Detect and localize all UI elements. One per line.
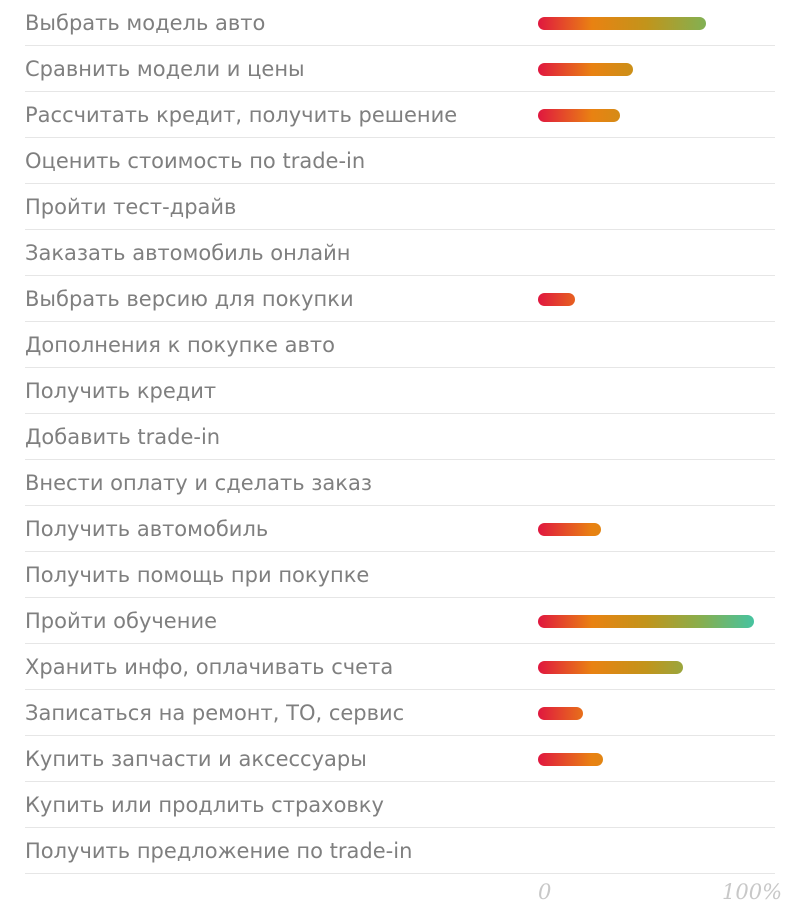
category-label: Рассчитать кредит, получить решение [25,103,458,127]
category-label: Пройти обучение [25,609,218,633]
category-label: Выбрать версию для покупки [25,287,354,311]
bar [538,706,584,720]
chart-row: Рассчитать кредит, получить решение [0,92,800,138]
row-divider [25,643,775,644]
category-label: Получить автомобиль [25,517,269,541]
row-divider [25,137,775,138]
row-divider [25,551,775,552]
bar [538,108,621,122]
row-divider [25,689,775,690]
chart-row: Пройти тест-драйв [0,184,800,230]
chart-row: Внести оплату и сделать заказ [0,460,800,506]
category-label: Выбрать модель авто [25,11,266,35]
x-tick-label-max: 100% [722,880,783,904]
chart-row: Дополнения к покупке авто [0,322,800,368]
row-divider [25,597,775,598]
bar [538,752,603,766]
category-label: Получить кредит [25,379,217,403]
category-label: Купить запчасти и аксессуары [25,747,367,771]
bar [538,62,634,76]
chart-row: Купить запчасти и аксессуары [0,736,800,782]
row-divider [25,229,775,230]
chart-row: Оценить стоимость по trade-in [0,138,800,184]
category-label: Получить предложение по trade-in [25,839,413,863]
row-divider [25,275,775,276]
chart-row: Выбрать модель авто [0,0,800,46]
bar [538,660,683,674]
category-label: Внести оплату и сделать заказ [25,471,373,495]
bar [538,522,601,536]
row-divider [25,367,775,368]
category-label: Заказать автомобиль онлайн [25,241,351,265]
bar [538,16,707,30]
chart-row: Добавить trade-in [0,414,800,460]
category-label: Добавить trade-in [25,425,221,449]
chart-row: Получить предложение по trade-in [0,828,800,874]
category-label: Сравнить модели и цены [25,57,305,81]
row-divider [25,827,775,828]
chart-row: Купить или продлить страховку [0,782,800,828]
chart-row: Хранить инфо, оплачивать счета [0,644,800,690]
chart-row: Пройти обучение [0,598,800,644]
row-divider [25,321,775,322]
row-divider [25,45,775,46]
row-divider [25,183,775,184]
row-divider [25,505,775,506]
chart-row: Выбрать версию для покупки [0,276,800,322]
category-label: Дополнения к покупке авто [25,333,335,357]
row-divider [25,781,775,782]
row-divider [25,413,775,414]
chart-row: Заказать автомобиль онлайн [0,230,800,276]
chart-row: Получить помощь при покупке [0,552,800,598]
row-divider [25,459,775,460]
x-tick-label-min: 0 [538,880,552,904]
bar [538,292,575,306]
row-divider [25,91,775,92]
chart-row: Получить кредит [0,368,800,414]
row-divider [25,735,775,736]
chart-row: Получить автомобиль [0,506,800,552]
category-label: Хранить инфо, оплачивать счета [25,655,394,679]
category-label: Оценить стоимость по trade-in [25,149,366,173]
category-label: Купить или продлить страховку [25,793,384,817]
chart-row: Записаться на ремонт, ТО, сервис [0,690,800,736]
chart-row: Сравнить модели и цены [0,46,800,92]
category-label: Получить помощь при покупке [25,563,370,587]
category-label: Записаться на ремонт, ТО, сервис [25,701,405,725]
bar [538,614,754,628]
row-divider [25,873,775,874]
category-label: Пройти тест-драйв [25,195,237,219]
